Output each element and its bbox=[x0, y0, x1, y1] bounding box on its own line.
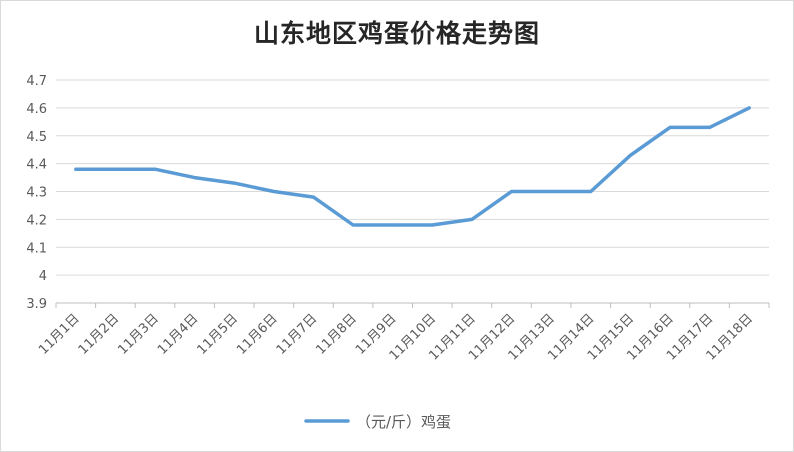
data-point bbox=[747, 106, 751, 110]
series-line bbox=[74, 106, 751, 227]
data-point bbox=[193, 176, 197, 180]
x-tick-label: 11月2日 bbox=[76, 311, 123, 358]
x-tick-label: 11月5日 bbox=[195, 311, 242, 358]
data-point bbox=[430, 223, 434, 227]
data-point bbox=[708, 125, 712, 129]
data-point bbox=[628, 153, 632, 157]
y-tick-label: 4.2 bbox=[26, 213, 47, 228]
data-point bbox=[272, 190, 276, 193]
chart-title: 山东地区鸡蛋价格走势图 bbox=[253, 19, 540, 48]
data-point bbox=[589, 190, 593, 193]
y-tick-label: 3.9 bbox=[26, 297, 47, 312]
y-tick-label: 4.5 bbox=[26, 130, 47, 145]
legend-label: （元/斤）鸡蛋 bbox=[356, 413, 451, 431]
data-point bbox=[311, 195, 315, 199]
data-point bbox=[470, 217, 474, 221]
x-axis: 11月1日11月2日11月3日11月4日11月5日11月6日11月7日11月8日… bbox=[36, 302, 770, 364]
y-tick-label: 4.6 bbox=[26, 102, 47, 117]
data-point bbox=[232, 181, 236, 185]
data-point bbox=[549, 190, 553, 193]
gridlines bbox=[56, 79, 769, 276]
data-point bbox=[351, 223, 355, 227]
y-tick-label: 4.3 bbox=[26, 186, 47, 201]
legend: （元/斤）鸡蛋 bbox=[304, 413, 451, 431]
y-tick-label: 4 bbox=[39, 269, 47, 284]
data-point bbox=[153, 167, 157, 171]
y-tick-label: 4.1 bbox=[26, 241, 47, 256]
x-tick-label: 11月4日 bbox=[155, 311, 202, 358]
x-tick-label: 11月3日 bbox=[115, 311, 162, 358]
series-layer bbox=[74, 106, 751, 227]
x-tick-label: 11月7日 bbox=[274, 311, 321, 358]
y-tick-label: 4.4 bbox=[26, 158, 47, 173]
data-point bbox=[668, 125, 672, 129]
data-point bbox=[74, 167, 78, 171]
data-point bbox=[391, 223, 395, 227]
x-tick-label: 11月8日 bbox=[313, 311, 360, 358]
x-tick-label: 11月1日 bbox=[36, 311, 83, 358]
data-point bbox=[510, 190, 514, 193]
data-point bbox=[113, 167, 117, 171]
x-tick-label: 11月6日 bbox=[234, 311, 281, 358]
y-axis: 3.9 4 4.1 4.2 4.3 4.4 4.5 4.6 4.7 bbox=[26, 74, 47, 312]
y-tick-label: 4.7 bbox=[26, 74, 47, 89]
